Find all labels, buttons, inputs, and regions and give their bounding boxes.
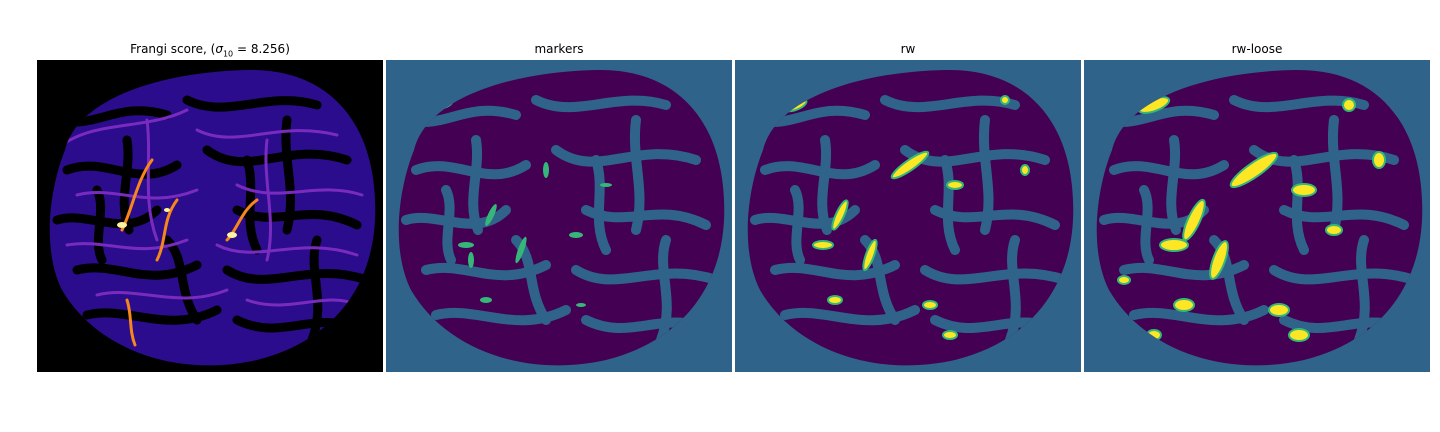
frangi-title-suffix: = 8.256) bbox=[233, 42, 290, 56]
markers-image bbox=[386, 60, 732, 372]
panel-title-rw: rw bbox=[900, 42, 916, 56]
frangi-title-prefix: Frangi score, ( bbox=[130, 42, 216, 56]
sigma-subscript: 10 bbox=[222, 49, 234, 59]
panel-title-frangi: Frangi score, (σ10 = 8.256) bbox=[37, 42, 383, 58]
rw-loose-image bbox=[1084, 60, 1430, 372]
frangi-image bbox=[37, 60, 383, 372]
panel-title-markers: markers bbox=[534, 42, 584, 56]
sigma-symbol: σ bbox=[215, 42, 223, 56]
panel-title-rw-loose: rw-loose bbox=[1231, 42, 1283, 56]
rw-image bbox=[735, 60, 1081, 372]
